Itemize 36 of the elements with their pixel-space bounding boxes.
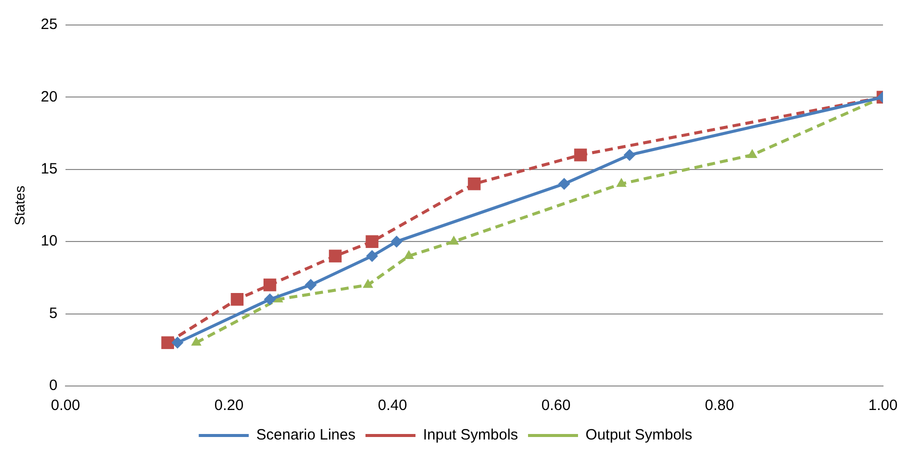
x-tick-label: 0.40 — [378, 397, 408, 414]
point — [624, 148, 636, 161]
x-tick-label: 1.00 — [868, 397, 898, 414]
point — [747, 148, 758, 158]
point — [390, 236, 403, 248]
point — [468, 177, 481, 190]
legend-label: Input Symbols — [422, 426, 518, 444]
point — [366, 250, 378, 262]
y-tick-label: 20 — [40, 88, 58, 106]
y-tick-label: 0 — [49, 377, 58, 394]
point — [191, 336, 202, 346]
point — [362, 278, 374, 288]
point — [366, 235, 378, 248]
x-tick-label: 0.00 — [50, 397, 80, 414]
legend-label: Output Symbols — [586, 426, 692, 444]
point — [558, 178, 570, 190]
point — [616, 178, 627, 187]
point — [448, 236, 459, 245]
legend-label: Scenario Lines — [256, 426, 356, 444]
point — [161, 336, 174, 350]
point — [328, 250, 342, 262]
point — [264, 278, 276, 292]
y-tick-label: 5 — [49, 304, 58, 322]
x-tick-label: 0.60 — [541, 397, 571, 414]
x-tick-label: 0.80 — [704, 397, 734, 414]
point — [171, 336, 184, 349]
y-tick-label: 15 — [40, 160, 58, 178]
point — [304, 278, 317, 291]
point — [404, 250, 414, 260]
y-tick-label: 25 — [40, 16, 58, 34]
y-axis-title: States — [11, 186, 28, 226]
x-tick-label: 0.20 — [214, 397, 244, 414]
point — [264, 293, 276, 306]
point — [574, 148, 587, 162]
y-tick-label: 10 — [40, 232, 58, 250]
point — [230, 292, 244, 306]
